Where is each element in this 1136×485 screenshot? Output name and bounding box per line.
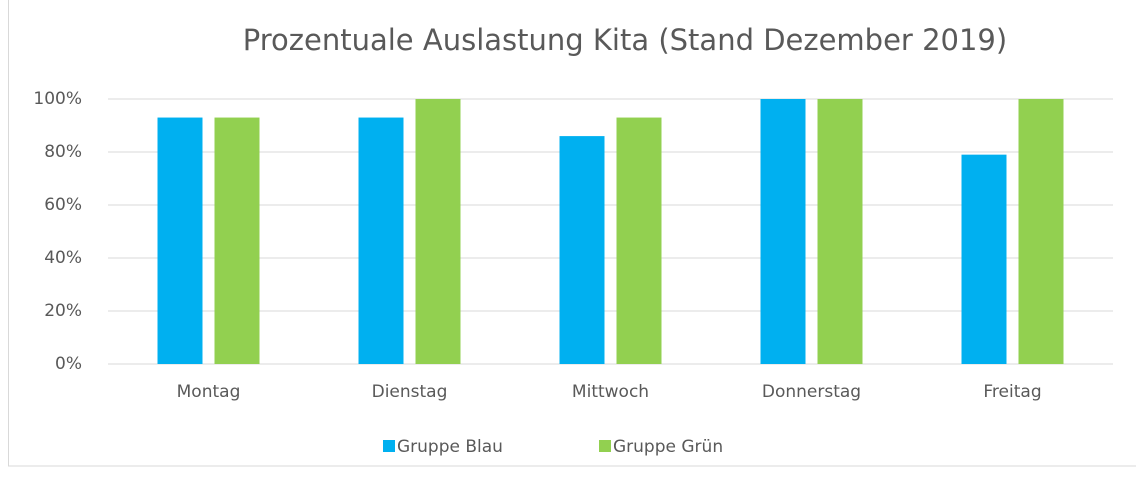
x-tick-label: Mittwoch	[572, 382, 649, 402]
legend-swatch	[599, 440, 611, 452]
x-tick-label: Donnerstag	[762, 382, 861, 402]
bar	[617, 118, 662, 364]
y-tick-label: 40%	[44, 248, 82, 268]
bar	[359, 118, 404, 364]
y-tick-label: 60%	[44, 195, 82, 215]
bar	[416, 99, 461, 364]
chart-title: Prozentuale Auslastung Kita (Stand Dezem…	[243, 23, 1007, 57]
bar	[962, 155, 1007, 364]
legend-label: Gruppe Grün	[613, 437, 723, 457]
legend-label: Gruppe Blau	[397, 437, 503, 457]
bar	[560, 136, 605, 364]
bar	[1019, 99, 1064, 364]
y-tick-label: 0%	[55, 354, 82, 374]
y-tick-label: 100%	[33, 89, 82, 109]
bar	[818, 99, 863, 364]
bar	[215, 118, 260, 364]
x-tick-label: Freitag	[983, 382, 1041, 402]
x-tick-label: Dienstag	[372, 382, 448, 402]
legend-swatch	[383, 440, 395, 452]
y-tick-label: 20%	[44, 301, 82, 321]
y-tick-label: 80%	[44, 142, 82, 162]
bar	[761, 99, 806, 364]
bar	[158, 118, 203, 364]
x-tick-label: Montag	[177, 382, 241, 402]
